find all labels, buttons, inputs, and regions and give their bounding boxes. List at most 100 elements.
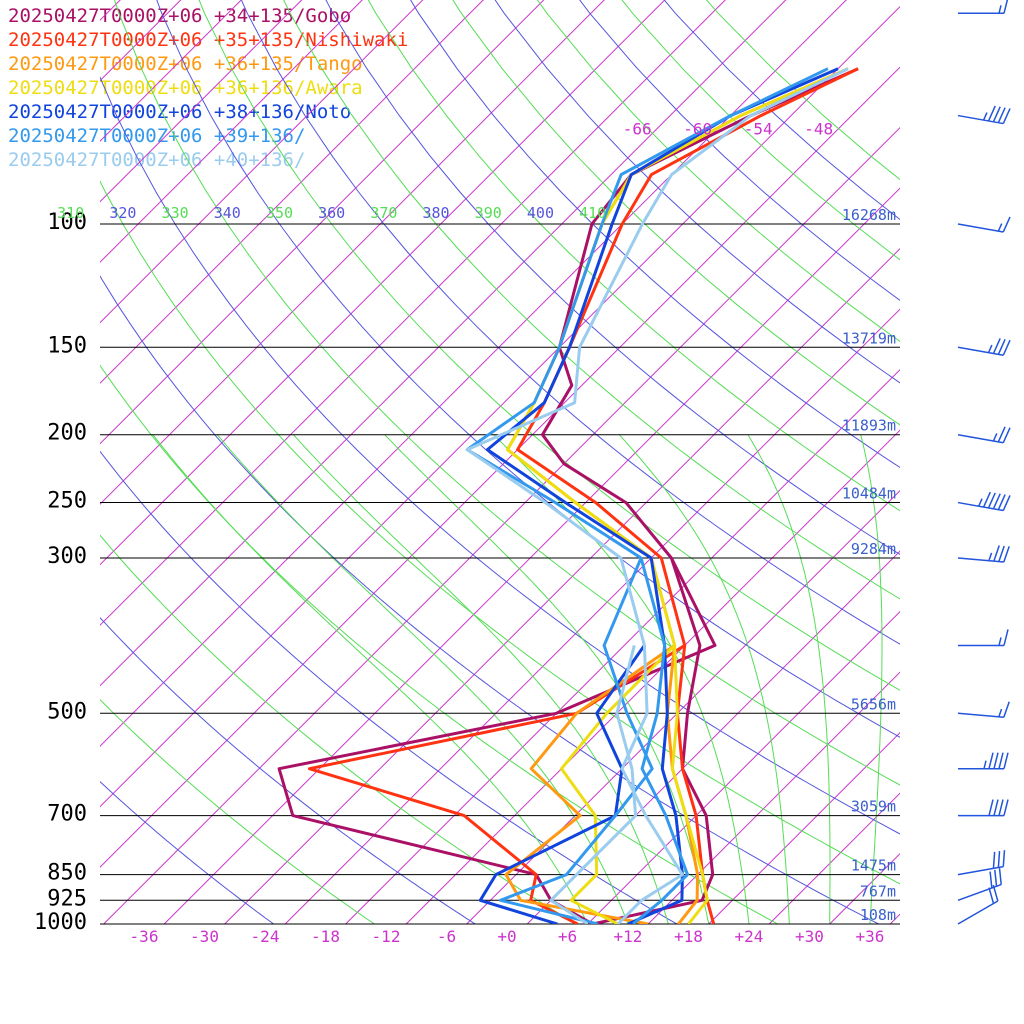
wind-barb-half-flag <box>992 433 998 442</box>
pressure-label: 700 <box>47 802 87 827</box>
isotherm-line <box>345 368 900 924</box>
isotherm-line <box>100 0 363 263</box>
isotherm-label: -60 <box>683 119 712 138</box>
wind-barb <box>957 491 1011 512</box>
wind-barb <box>957 426 1011 444</box>
wind-barb-flag <box>987 105 996 122</box>
isotherm-line <box>100 0 545 445</box>
wind-barb-half-flag <box>982 112 988 121</box>
theta-label: 350 <box>266 204 293 222</box>
isotherm-lines <box>100 0 900 924</box>
dry-adiabat-line <box>410 0 900 469</box>
wind-barbs <box>957 0 1011 925</box>
wind-barb <box>957 884 999 925</box>
isotherm-line <box>100 0 605 505</box>
wind-barb-staff <box>957 114 1004 125</box>
dry-adiabat-line <box>621 0 900 261</box>
moist-adiabat-line <box>216 434 629 924</box>
wind-barb-flag <box>998 752 1004 769</box>
isotherm-line <box>163 187 900 924</box>
isotherm-line <box>224 247 900 924</box>
temperature-trace <box>485 67 839 924</box>
wind-barb <box>957 545 1010 563</box>
wind-barb-flag <box>998 868 1002 885</box>
wind-barb-flag <box>1003 629 1009 646</box>
isotherm-line <box>100 0 303 203</box>
wind-barb-flag <box>998 799 1004 816</box>
theta-label: 360 <box>318 204 345 222</box>
isotherm-line <box>587 610 900 924</box>
theta-label: 370 <box>370 204 397 222</box>
theta-label: 310 <box>57 204 84 222</box>
dewpoint-trace <box>560 644 676 924</box>
wind-barb-flag <box>1002 339 1011 356</box>
dry-adiabat-line <box>156 0 900 738</box>
dry-adiabat-line <box>452 0 900 426</box>
height-label: 767m <box>860 882 896 900</box>
wind-barb-flag <box>989 871 993 889</box>
temperature-trace <box>506 67 849 924</box>
temp-tick-label: -30 <box>190 927 219 946</box>
temp-tick-label: +6 <box>558 927 577 946</box>
temp-tick-label: +36 <box>856 927 885 946</box>
pressure-label: 925 <box>47 886 87 911</box>
dry-adiabat-line <box>100 76 900 835</box>
wind-barb-half-flag <box>988 552 993 561</box>
height-label: 13719m <box>842 329 896 347</box>
legend-entry: 20250427T0000Z+06 +34+135/Gobo <box>8 5 352 27</box>
wind-barb-flag <box>982 491 992 508</box>
isotherm-line <box>405 429 900 924</box>
isotherm-line <box>103 126 900 924</box>
wind-barb <box>958 0 1009 15</box>
height-label: 5656m <box>851 695 896 713</box>
wind-barb-flag <box>992 493 1001 510</box>
dry-adiabat-line <box>198 0 900 691</box>
dry-adiabat-line <box>114 0 900 786</box>
wind-barb-flag <box>992 338 1001 354</box>
wind-barb-flag <box>993 799 999 816</box>
theta-label: 400 <box>527 204 554 222</box>
wind-barb-flag <box>992 851 996 869</box>
height-label: 1475m <box>851 857 896 875</box>
moist-adiabat-line <box>152 434 589 924</box>
wind-barb-staff <box>957 346 1004 356</box>
wind-barb-half-flag <box>983 760 987 769</box>
wind-barb-flag <box>1003 546 1010 563</box>
isobar-lines <box>100 223 900 925</box>
temp-tick-label: +0 <box>497 927 516 946</box>
temp-tick-label: -12 <box>372 927 401 946</box>
wind-barb <box>958 799 1009 817</box>
wind-barb-flag <box>1002 495 1011 511</box>
legend-entry: 20250427T0000Z+06 +36+135/Tango <box>8 53 363 75</box>
dewpoint-trace <box>549 645 638 924</box>
dry-adiabat-line <box>100 180 900 885</box>
isotherm-line <box>889 913 900 924</box>
wind-barb-half-flag <box>998 637 1002 646</box>
moist-adiabat-lines <box>152 434 883 924</box>
dry-adiabat-line <box>100 616 476 924</box>
wind-barb-half-flag <box>998 708 1003 718</box>
moist-adiabat-line <box>860 434 883 924</box>
wind-barb-flag <box>1002 850 1006 867</box>
wind-barb-staff <box>957 883 1002 902</box>
wind-barb-flag <box>988 752 994 769</box>
isotherm-label: -66 <box>623 119 652 138</box>
height-label: 11893m <box>842 417 896 435</box>
legend-entry: 20250427T0000Z+06 +36+136/Awara <box>8 77 363 99</box>
temp-tick-label: +24 <box>735 927 764 946</box>
wind-barb-flag <box>1003 752 1009 769</box>
pressure-label: 1000 <box>34 910 87 935</box>
wind-barb-flag <box>997 107 1006 123</box>
dry-adiabat-line <box>100 780 274 924</box>
dewpoint-trace <box>277 557 717 924</box>
isotherm-line <box>100 0 726 626</box>
wind-barb-flag <box>992 106 1001 123</box>
dry-adiabat-line <box>367 0 900 512</box>
isotherm-line <box>100 0 121 21</box>
isotherm-line <box>708 731 900 924</box>
wind-barb-flag <box>997 494 1006 510</box>
temperature-trace <box>541 67 859 924</box>
wind-barb-staff <box>957 501 1004 512</box>
isotherm-line <box>100 0 484 384</box>
pressure-label: 500 <box>47 699 87 724</box>
